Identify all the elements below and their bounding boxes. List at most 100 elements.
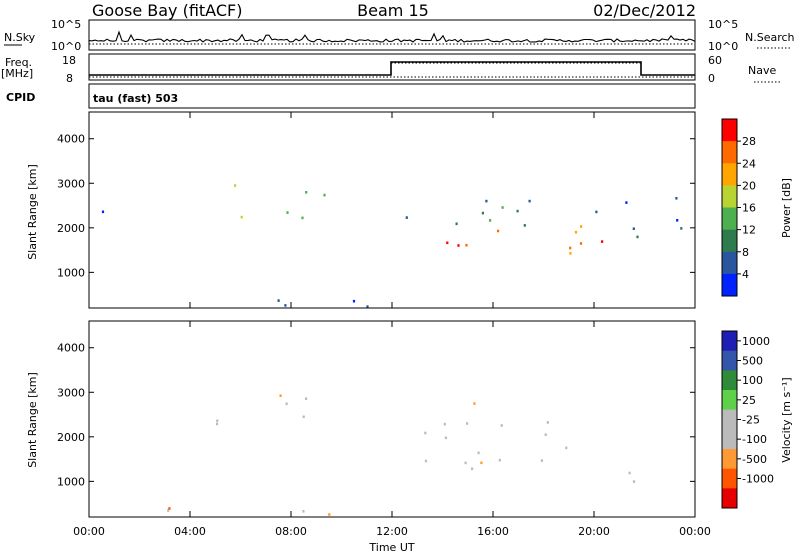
y-tick-label: 4000	[57, 133, 85, 146]
echo-cell	[405, 216, 408, 219]
echo-cell	[424, 431, 427, 435]
echo-cell	[632, 480, 636, 483]
echo-cell	[443, 422, 446, 426]
noise-left-label: N.Sky	[4, 31, 36, 44]
y-tick-label: 3000	[57, 177, 85, 190]
y-tick-label: 2000	[57, 222, 85, 235]
time-axis: 00:00 04:00 08:00 12:00 16:00 20:00 00:00	[73, 112, 711, 538]
y-tick-label: 1000	[57, 475, 85, 488]
echo-cell	[424, 459, 427, 463]
echo-cell	[485, 199, 488, 203]
echo-cell	[569, 252, 572, 255]
echo-cell	[481, 211, 484, 215]
echo-cell	[366, 305, 369, 308]
echo-cell	[501, 206, 504, 209]
velocity-y-axis: 1000 2000 3000 4000	[57, 342, 695, 488]
noise-right-label: N.Search	[745, 31, 795, 44]
echo-cell	[528, 199, 531, 203]
echo-cell	[579, 242, 583, 245]
echo-cell	[636, 235, 639, 239]
noise-panel: N.Sky 10^5 10^0 10^5 10^0 N.Search	[4, 18, 795, 53]
colorbar-tick-label: 24	[742, 157, 756, 170]
colorbar-tick-label: 100	[742, 374, 763, 387]
echo-cell	[580, 225, 583, 228]
echo-cell	[328, 513, 331, 516]
echo-cell	[498, 458, 501, 462]
colorbar-segment	[722, 207, 737, 231]
echo-cell	[101, 210, 105, 214]
x-tick-label: 12:00	[376, 525, 408, 538]
x-axis-label: Time UT	[368, 541, 414, 554]
echo-cell	[240, 215, 243, 219]
noise-trace	[88, 30, 696, 43]
echo-cell	[480, 461, 483, 465]
echo-cell	[489, 219, 492, 222]
echo-cell	[286, 211, 289, 214]
velocity-ylabel: Slant Range [km]	[26, 372, 39, 468]
cpid-panel: CPID tau (fast) 503	[6, 83, 696, 109]
echo-cell	[544, 433, 547, 436]
power-colorbar-label: Power [dB]	[780, 178, 793, 238]
nave-label: Nave	[748, 64, 776, 77]
colorbar-segment	[722, 331, 737, 352]
echo-cell	[595, 210, 598, 214]
echo-cell	[565, 446, 568, 450]
echo-cell	[234, 184, 237, 187]
echo-cell	[279, 394, 282, 397]
colorbar-tick-label: 16	[742, 202, 756, 215]
echo-cell	[477, 451, 480, 455]
velocity-colorbar: 1000 500 100 25 -25 -100 -500 -1000 Velocity [m…	[721, 330, 793, 509]
nave-tick-bottom: 0	[708, 72, 715, 85]
echo-cell	[516, 209, 519, 213]
x-tick-label: 00:00	[73, 525, 105, 538]
echo-cell	[465, 243, 468, 247]
echo-cell	[444, 436, 447, 440]
echo-cell	[632, 227, 635, 230]
velocity-colorbar-label: Velocity [m s⁻¹]	[780, 377, 793, 462]
colorbar-segment	[722, 185, 737, 209]
echo-cell	[471, 467, 474, 471]
velocity-panel: 1000 2000 3000 4000 Slant Range [km]	[26, 320, 696, 518]
echo-cell	[446, 241, 449, 245]
power-panel: 1000 2000 3000 4000 Slant Range [km]	[26, 111, 696, 309]
echo-cell	[675, 197, 678, 200]
echo-cell	[167, 509, 170, 512]
velocity-scatter	[167, 394, 636, 516]
x-tick-label: 08:00	[275, 525, 307, 538]
echo-cell	[352, 299, 356, 303]
echo-cell	[466, 422, 469, 425]
echo-cell	[500, 424, 503, 427]
x-tick-label: 00:00	[679, 525, 711, 538]
colorbar-segment	[722, 409, 737, 430]
colorbar-tick-label: -25	[742, 414, 760, 427]
colorbar-segment	[722, 370, 737, 391]
echo-cell	[455, 222, 458, 226]
echo-cell	[168, 507, 171, 510]
y-tick-label: 2000	[57, 431, 85, 444]
colorbar-segment	[722, 488, 737, 509]
echo-cell	[216, 419, 219, 423]
date-title: 02/Dec/2012	[593, 1, 696, 20]
freq-tick-bottom: 8	[66, 72, 73, 85]
noise-right-tick-bottom: 10^0	[708, 40, 738, 53]
colorbar-segment	[722, 141, 737, 164]
echo-cell	[305, 397, 308, 400]
x-tick-label: 04:00	[174, 525, 206, 538]
y-tick-label: 1000	[57, 266, 85, 279]
colorbar-tick-label: -1000	[742, 473, 774, 486]
colorbar-tick-label: 8	[742, 246, 749, 259]
cpid-value: tau (fast) 503	[93, 92, 178, 105]
x-tick-label: 16:00	[477, 525, 509, 538]
colorbar-tick-label: -100	[742, 433, 767, 446]
freq-label-line2: [MHz]	[1, 67, 33, 80]
frequency-trace	[89, 61, 695, 76]
echo-cell	[302, 510, 305, 513]
echo-cell	[285, 402, 288, 406]
colorbar-tick-label: 28	[742, 135, 756, 148]
nave-tick-top: 60	[708, 54, 722, 67]
colorbar-tick-label: 12	[742, 224, 756, 237]
frequency-panel: Freq. [MHz] 18 8 60 0 Nave	[1, 53, 780, 85]
y-tick-label: 3000	[57, 386, 85, 399]
power-ylabel: Slant Range [km]	[26, 164, 39, 260]
echo-cell	[523, 224, 526, 227]
